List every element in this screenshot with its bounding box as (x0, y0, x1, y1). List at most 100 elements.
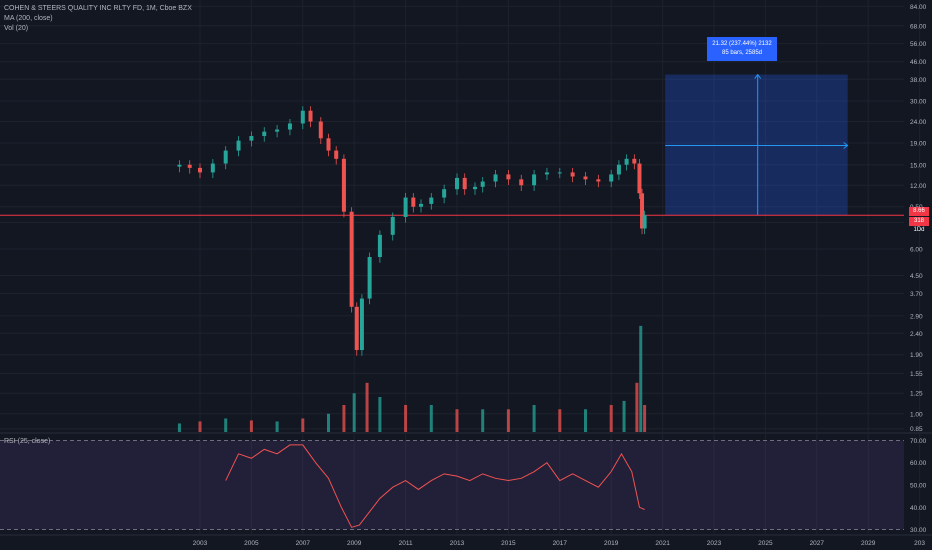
rsi-tick-label: 40.00 (910, 505, 927, 512)
candle (287, 123, 292, 130)
volume-bar (301, 418, 305, 432)
vol-legend[interactable]: Vol (20) (4, 25, 29, 32)
x-tick-label: 2015 (501, 540, 516, 547)
candle (341, 158, 346, 212)
y-tick-label: 84.00 (910, 4, 927, 11)
candle (262, 131, 267, 137)
candle (177, 164, 182, 167)
candle (236, 140, 241, 151)
candle (532, 174, 537, 186)
candle (596, 179, 601, 182)
y-tick-label: 4.50 (910, 273, 923, 280)
ma-legend[interactable]: MA (200, close) (4, 15, 53, 22)
candle (557, 172, 562, 174)
y-tick-label: 6.00 (910, 247, 923, 254)
volume-bar (275, 421, 279, 432)
volume-bar (342, 404, 346, 432)
volume-bar (622, 400, 626, 432)
volume-bar (635, 382, 639, 432)
x-tick-label: 2017 (553, 540, 568, 547)
measure-bars: 85 bars, 2585d (721, 50, 763, 56)
y-tick-label: 1.90 (910, 352, 923, 359)
candle (429, 197, 434, 204)
candle (570, 172, 575, 177)
x-tick-label: 2011 (399, 540, 413, 547)
candle (506, 174, 511, 180)
y-tick-label: 1.55 (910, 371, 923, 378)
candle (493, 174, 498, 182)
x-tick-label: 2007 (296, 540, 311, 547)
y-tick-label: 2.40 (910, 331, 923, 338)
x-tick-label: 2025 (758, 540, 773, 547)
volume-bar (643, 404, 647, 432)
rsi-tick-label: 30.00 (910, 527, 927, 534)
candle (632, 158, 637, 164)
candle (249, 136, 254, 141)
projection-arrow-up (754, 73, 762, 79)
last-price-tag: 8.66 (909, 207, 929, 216)
volume-bar (177, 423, 181, 432)
candle (187, 164, 192, 168)
x-tick-label: 2021 (655, 540, 670, 547)
y-tick-label: 0.85 (910, 426, 923, 433)
chart-title: COHEN & STEERS QUALITY INC RLTY FD, 1M, … (4, 5, 192, 12)
y-tick-label: 2.90 (910, 313, 923, 320)
y-tick-label: 1.25 (910, 391, 923, 398)
rsi-tick-label: 70.00 (910, 438, 927, 445)
projection-arrow-right (843, 142, 849, 149)
y-tick-label: 56.00 (910, 41, 927, 48)
volume-bar (198, 421, 202, 432)
countdown-tag: 318 1Dd (909, 217, 929, 233)
volume-bar (558, 409, 562, 432)
volume-bar (224, 418, 228, 432)
candle (583, 176, 588, 180)
volume-bar (639, 325, 643, 432)
y-tick-label: 46.00 (910, 59, 927, 66)
candle (419, 203, 424, 207)
candle (480, 181, 485, 187)
candle (223, 150, 228, 164)
candle (318, 121, 323, 139)
volume-bar (249, 420, 253, 432)
rsi-tick-label: 50.00 (910, 483, 927, 490)
rsi-band (0, 440, 904, 530)
candle (472, 186, 477, 190)
candle (210, 163, 215, 173)
candle (354, 306, 359, 351)
volume-bar (365, 382, 369, 432)
candle (390, 216, 395, 235)
volume-bar (455, 409, 459, 432)
volume-bar (532, 404, 536, 432)
x-tick-label: 2013 (450, 540, 465, 547)
x-tick-label: 203 (914, 540, 925, 547)
candle (198, 167, 202, 173)
y-tick-label: 1.00 (910, 411, 923, 418)
candle (367, 257, 372, 299)
candle (455, 177, 459, 190)
candle (411, 197, 416, 207)
volume-bar (327, 413, 330, 432)
candle (326, 138, 331, 151)
candle (637, 163, 642, 194)
y-tick-label: 19.00 (910, 141, 927, 148)
candle (616, 164, 621, 175)
y-tick-label: 38.00 (910, 77, 927, 84)
candle (403, 197, 408, 217)
candle (642, 215, 647, 229)
candle (519, 179, 524, 186)
volume-bar (404, 404, 408, 432)
rsi-legend[interactable]: RSI (25, close) (4, 438, 51, 445)
volume-bar (352, 393, 356, 432)
volume-bar (609, 404, 613, 432)
projection-box (665, 74, 848, 216)
candle (640, 193, 645, 229)
y-tick-label: 68.00 (910, 23, 927, 30)
candle (275, 129, 280, 132)
volume-bar (481, 409, 485, 432)
rsi-tick-label: 60.00 (910, 460, 927, 467)
candle (544, 172, 549, 175)
volume-bar (429, 404, 433, 432)
measure-change: 21.32 (237.44%) 2132 (712, 41, 772, 47)
candle (624, 158, 629, 165)
